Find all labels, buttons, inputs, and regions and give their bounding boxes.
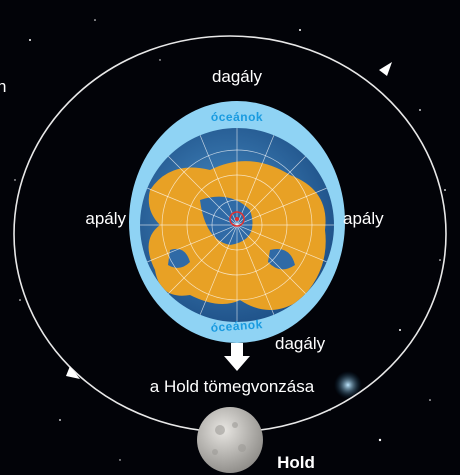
edge-fragment: n [0,77,6,96]
high-tide-top: dagály [212,67,263,86]
pull-label: a Hold tömegvonzása [150,377,315,396]
high-tide-bottom: dagály [275,334,326,353]
ocean-top: óceánok [211,110,263,124]
continents [140,128,334,322]
nebula [334,371,362,399]
diagram: n dagály óceánok apály apály óceánok dag… [0,0,460,475]
low-tide-right: apály [343,209,384,228]
moon [197,407,263,473]
page: n dagály óceánok apály apály óceánok dag… [0,0,460,475]
pole-dot [235,217,239,221]
low-tide-left: apály [85,209,126,228]
moon-label: Hold [277,453,315,472]
